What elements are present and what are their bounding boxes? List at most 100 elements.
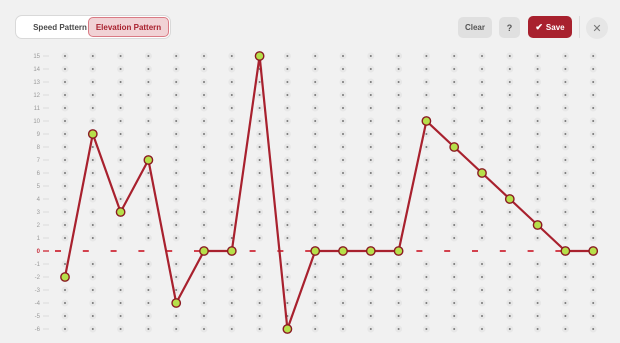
grid-dot bbox=[342, 263, 344, 265]
elevation-point[interactable] bbox=[449, 142, 460, 152]
grid-dot bbox=[425, 185, 428, 187]
grid-dot bbox=[453, 55, 456, 57]
grid-dot bbox=[119, 159, 122, 161]
grid-dot bbox=[175, 315, 178, 317]
elevation-point[interactable] bbox=[115, 207, 126, 217]
grid-dot bbox=[342, 172, 344, 174]
grid-dot bbox=[230, 302, 233, 304]
grid-dot bbox=[314, 198, 317, 200]
grid-dot bbox=[425, 315, 428, 317]
grid-dot bbox=[119, 81, 122, 83]
elevation-point[interactable] bbox=[60, 272, 70, 282]
elevation-point[interactable] bbox=[365, 246, 376, 256]
elevation-point[interactable] bbox=[143, 155, 154, 165]
grid-dot bbox=[508, 94, 511, 96]
grid-dot bbox=[592, 55, 595, 57]
grid-dot bbox=[453, 224, 456, 226]
grid-dot bbox=[342, 224, 344, 226]
clear-button[interactable]: Clear bbox=[458, 17, 492, 38]
grid-dot bbox=[592, 94, 595, 96]
elevation-point[interactable] bbox=[226, 246, 237, 256]
grid-dot bbox=[564, 120, 567, 122]
grid-dot bbox=[564, 302, 567, 304]
grid-dot bbox=[453, 68, 456, 70]
elevation-point[interactable] bbox=[504, 194, 515, 204]
elevation-point[interactable] bbox=[282, 324, 293, 334]
grid-dot bbox=[453, 276, 456, 278]
elevation-point[interactable] bbox=[393, 246, 404, 256]
grid-dot bbox=[203, 146, 205, 148]
grid-dot bbox=[369, 172, 372, 174]
grid-dot bbox=[536, 237, 539, 239]
grid-dot bbox=[564, 94, 567, 96]
grid-dot bbox=[508, 263, 511, 265]
grid-dot bbox=[481, 224, 483, 226]
grid-dot bbox=[91, 107, 94, 109]
elevation-point[interactable] bbox=[421, 116, 432, 126]
grid-dot bbox=[258, 276, 261, 278]
grid-dot bbox=[64, 237, 66, 239]
help-button[interactable]: ? bbox=[499, 17, 520, 38]
close-button[interactable]: ✕ bbox=[586, 17, 608, 39]
grid-dot bbox=[203, 94, 205, 96]
grid-dot bbox=[203, 276, 205, 278]
elevation-point[interactable] bbox=[560, 246, 571, 256]
grid-dot bbox=[64, 315, 66, 317]
grid-dot bbox=[314, 81, 317, 83]
grid-dot bbox=[230, 328, 233, 330]
grid-dot bbox=[369, 133, 372, 135]
grid-dot bbox=[147, 302, 150, 304]
y-axis-label: 2 bbox=[37, 223, 41, 229]
grid-dot bbox=[564, 211, 567, 213]
grid-dot bbox=[91, 237, 94, 239]
grid-dot bbox=[508, 224, 511, 226]
grid-dot bbox=[592, 198, 595, 200]
grid-dot bbox=[91, 198, 94, 200]
grid-dot bbox=[425, 237, 428, 239]
grid-dot bbox=[342, 328, 344, 330]
grid-dot bbox=[536, 211, 539, 213]
elevation-point[interactable] bbox=[532, 220, 543, 230]
elevation-point[interactable] bbox=[199, 246, 209, 256]
grid-dot bbox=[286, 172, 289, 174]
grid-dot bbox=[119, 120, 122, 122]
elevation-point[interactable] bbox=[338, 246, 348, 256]
elevation-point[interactable] bbox=[477, 168, 487, 178]
grid-dot bbox=[230, 159, 233, 161]
elevation-point[interactable] bbox=[310, 246, 321, 256]
grid-dot bbox=[230, 185, 233, 187]
grid-dot bbox=[536, 289, 539, 291]
grid-dot bbox=[592, 133, 595, 135]
grid-dot bbox=[453, 120, 456, 122]
elevation-pattern-tab[interactable]: Elevation Pattern bbox=[88, 17, 169, 37]
grid-dot bbox=[203, 328, 205, 330]
grid-dot bbox=[314, 107, 317, 109]
elevation-point[interactable] bbox=[87, 129, 98, 139]
grid-dot bbox=[481, 81, 483, 83]
grid-dot bbox=[258, 120, 261, 122]
grid-dot bbox=[397, 55, 400, 57]
y-axis-label: 13 bbox=[33, 80, 40, 86]
grid-dot bbox=[369, 94, 372, 96]
elevation-point[interactable] bbox=[171, 298, 182, 308]
grid-dot bbox=[453, 328, 456, 330]
grid-dot bbox=[258, 81, 261, 83]
grid-dot bbox=[230, 276, 233, 278]
grid-dot bbox=[536, 146, 539, 148]
save-button[interactable]: ✔ Save bbox=[528, 16, 572, 38]
elevation-point[interactable] bbox=[254, 51, 265, 61]
grid-dot bbox=[314, 94, 317, 96]
speed-pattern-tab[interactable]: Speed Pattern bbox=[33, 22, 87, 32]
grid-dot bbox=[314, 133, 317, 135]
grid-dot bbox=[425, 55, 428, 57]
grid-dot bbox=[508, 302, 511, 304]
grid-dot bbox=[119, 55, 122, 57]
grid-dot bbox=[536, 133, 539, 135]
grid-dot bbox=[481, 237, 483, 239]
grid-dot bbox=[147, 315, 150, 317]
elevation-point[interactable] bbox=[588, 246, 599, 256]
grid-dot bbox=[286, 276, 289, 278]
grid-dot bbox=[230, 237, 233, 239]
